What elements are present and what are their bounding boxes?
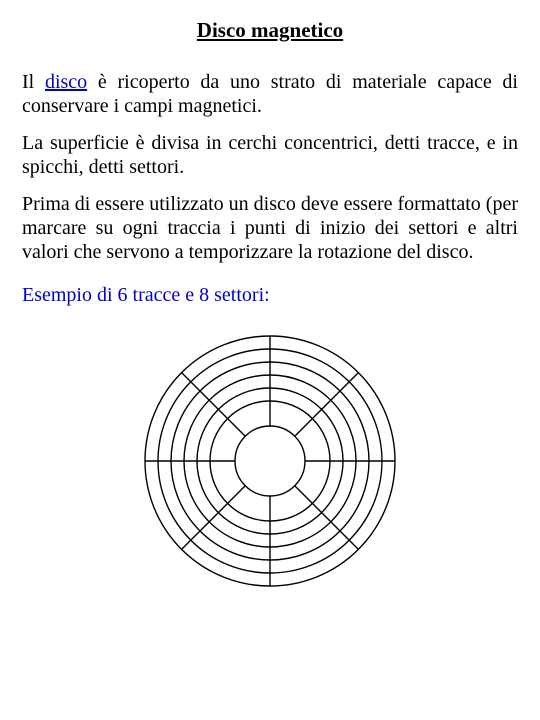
page-title: Disco magnetico: [22, 18, 518, 43]
paragraph-3: Prima di essere utilizzato un disco deve…: [22, 193, 518, 264]
p1-pre: Il: [22, 71, 45, 93]
paragraph-1: Il disco è ricoperto da uno strato di ma…: [22, 71, 518, 118]
disco-link-word: disco: [45, 71, 87, 93]
diagram-caption: Esempio di 6 tracce e 8 settori:: [22, 284, 518, 307]
p1-post: è ricoperto da uno strato di materiale c…: [22, 71, 518, 117]
page: Disco magnetico Il disco è ricoperto da …: [0, 0, 540, 601]
paragraph-2: La superficie è divisa in cerchi concent…: [22, 132, 518, 179]
diagram-container: [22, 321, 518, 601]
tracks-sectors-diagram: [130, 321, 410, 601]
